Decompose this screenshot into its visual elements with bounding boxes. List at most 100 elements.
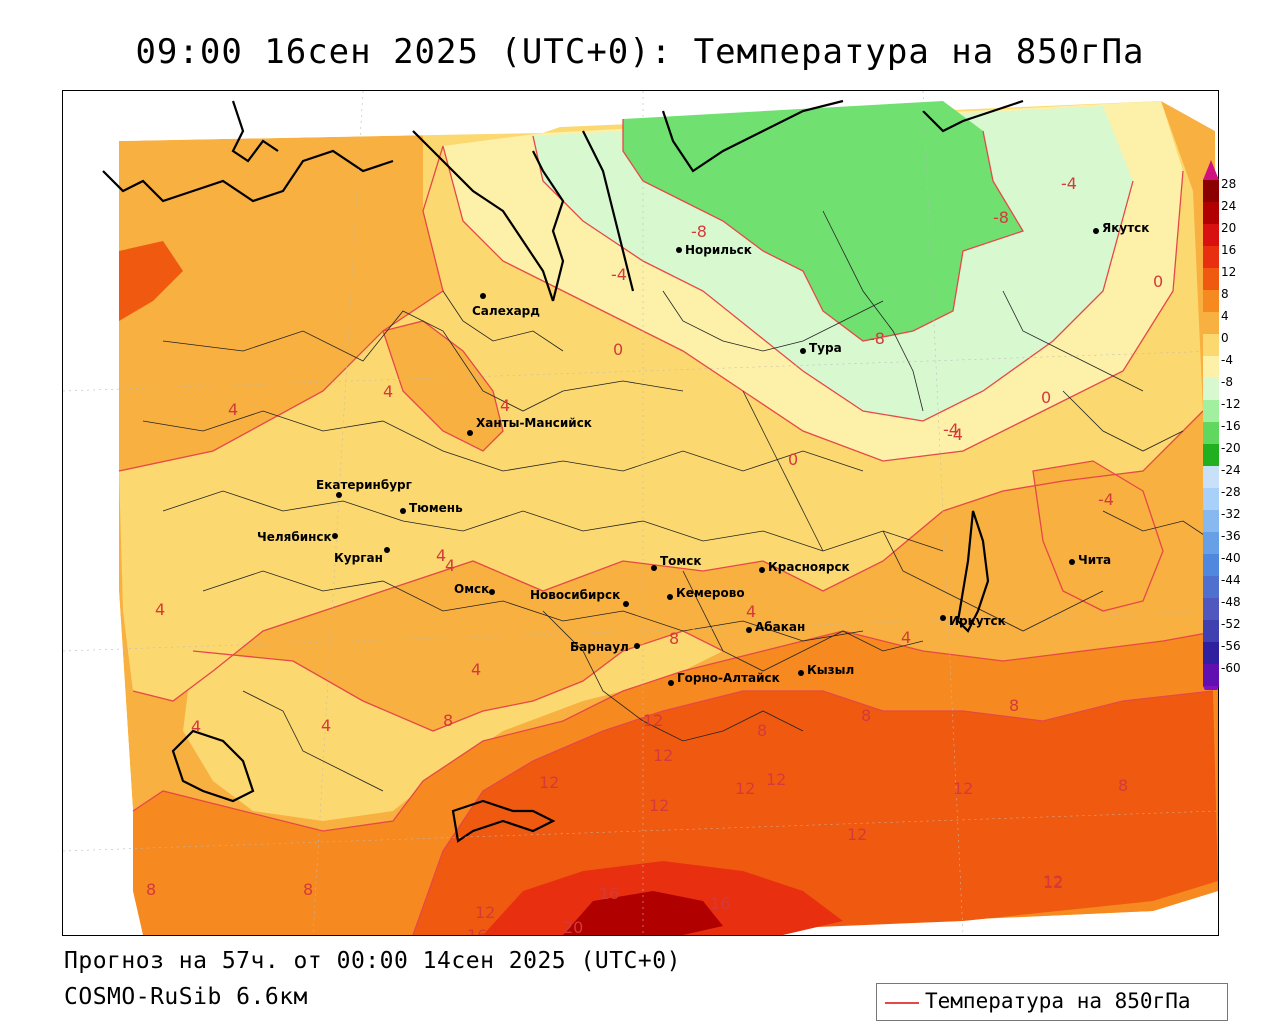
city-marker [798, 670, 804, 676]
isotherm-label: -4 [1061, 174, 1077, 193]
scale-label: -8 [1221, 375, 1233, 389]
city-marker [746, 627, 752, 633]
city-group: Норильск Якутск Салехард Тура Ханты-Манс… [257, 221, 1149, 686]
isotherm-label: 12 [539, 773, 559, 792]
scale-swatch [1203, 466, 1219, 488]
isotherm-label: 4 [228, 400, 238, 419]
isotherm-label: 12 [1043, 873, 1063, 892]
scale-label: -20 [1221, 441, 1241, 455]
outside-domain-top-right [1161, 91, 1218, 131]
scale-swatch [1203, 422, 1219, 444]
scale-arrow-top [1203, 160, 1219, 180]
isotherm-label: 8 [669, 629, 679, 648]
city-marker [384, 547, 390, 553]
city-marker [332, 533, 338, 539]
city-marker [759, 567, 765, 573]
isotherm-label: -8 [691, 222, 707, 241]
scale-swatch [1203, 202, 1219, 224]
isotherm-label: 16 [710, 894, 730, 913]
scale-swatch [1203, 180, 1219, 202]
city-marker [940, 615, 946, 621]
city-label: Омск [454, 582, 489, 596]
city-label: Горно-Алтайск [677, 671, 780, 685]
city-marker [336, 492, 342, 498]
city-marker [800, 348, 806, 354]
isotherm-label: 0 [788, 450, 798, 469]
zone-warm-northwest [119, 241, 183, 321]
isotherm-label: 12 [766, 770, 786, 789]
scale-swatch [1203, 356, 1219, 378]
isotherm-label: 12 [649, 796, 669, 815]
scale-label: -40 [1221, 551, 1241, 565]
city-marker [668, 680, 674, 686]
scale-label: -28 [1221, 485, 1241, 499]
city-label: Курган [334, 551, 383, 565]
zone-warm-east [1033, 461, 1163, 611]
city-marker [400, 508, 406, 514]
scale-swatch [1203, 598, 1219, 620]
temperature-map: -8 -8 -4 -4 0 -8 0 4 4 4 -4 0 0 -4 4 4 4… [63, 91, 1218, 935]
color-scale-bar [1203, 160, 1219, 690]
map-panel: -8 -8 -4 -4 0 -8 0 4 4 4 -4 0 0 -4 4 4 4… [62, 90, 1219, 936]
scale-swatch [1203, 554, 1219, 576]
scale-label: 20 [1221, 221, 1237, 235]
scale-label: -16 [1221, 419, 1241, 433]
legend-line-swatch [885, 1002, 919, 1004]
city-label: Красноярск [768, 560, 850, 574]
city-marker [634, 643, 640, 649]
isotherm-label: 0 [1041, 388, 1051, 407]
scale-label: 0 [1221, 331, 1229, 345]
scale-swatch [1203, 224, 1219, 246]
isotherm-label: 8 [146, 880, 156, 899]
city-marker [623, 601, 629, 607]
scale-label: -44 [1221, 573, 1241, 587]
isotherm-label: 4 [445, 556, 455, 575]
scale-swatch [1203, 576, 1219, 598]
city-marker [480, 293, 486, 299]
isotherm-label: 8 [443, 711, 453, 730]
city-marker [676, 247, 682, 253]
forecast-info: Прогноз на 57ч. от 00:00 14сен 2025 (UTC… [64, 948, 681, 974]
isotherm-label: 8 [303, 880, 313, 899]
isotherm-label: -8 [869, 329, 885, 348]
outside-domain-bottom [119, 591, 133, 935]
isotherm-label: 8 [1118, 776, 1128, 795]
city-marker [489, 589, 495, 595]
isotherm-label: -8 [993, 208, 1009, 227]
isotherm-label: 12 [643, 711, 663, 730]
zone-warm-central [383, 321, 503, 451]
scale-label: -24 [1221, 463, 1241, 477]
legend-label: Температура на 850гПа [925, 989, 1191, 1013]
scale-label: 8 [1221, 287, 1229, 301]
city-label: Кемерово [676, 586, 745, 600]
city-marker [1093, 228, 1099, 234]
scale-swatch [1203, 290, 1219, 312]
scale-swatch [1203, 620, 1219, 642]
scale-swatch [1203, 334, 1219, 356]
isotherm-label: -4 [1098, 490, 1114, 509]
scale-label: 4 [1221, 309, 1229, 323]
scale-label: -36 [1221, 529, 1241, 543]
city-marker [667, 594, 673, 600]
city-label: Тюмень [409, 501, 463, 515]
scale-label: -4 [1221, 353, 1233, 367]
scale-label: 12 [1221, 265, 1237, 279]
city-label: Якутск [1102, 221, 1149, 235]
city-label: Ханты-Мансийск [476, 416, 592, 430]
scale-label: 28 [1221, 177, 1237, 191]
color-scale: 28 24 20 16 12 8 4 0 -4 -8 -12 -16 -20 -24 -28 -32 -36 -4… [1201, 160, 1271, 690]
isotherm-lines [118, 119, 1218, 935]
model-name: COSMO-RuSib 6.6км [64, 984, 308, 1010]
city-marker [651, 565, 657, 571]
isotherm-label: 16 [467, 926, 487, 935]
legend: Температура на 850гПа [876, 983, 1228, 1021]
isotherm-label: 12 [735, 779, 755, 798]
isotherm-label: 0 [613, 340, 623, 359]
scale-label: 16 [1221, 243, 1237, 257]
city-label: Новосибирск [530, 588, 620, 602]
city-label: Тура [809, 341, 842, 355]
isotherm-label: 4 [471, 660, 481, 679]
city-label: Иркутск [949, 614, 1006, 628]
city-label: Барнаул [570, 640, 629, 654]
scale-swatch [1203, 532, 1219, 554]
